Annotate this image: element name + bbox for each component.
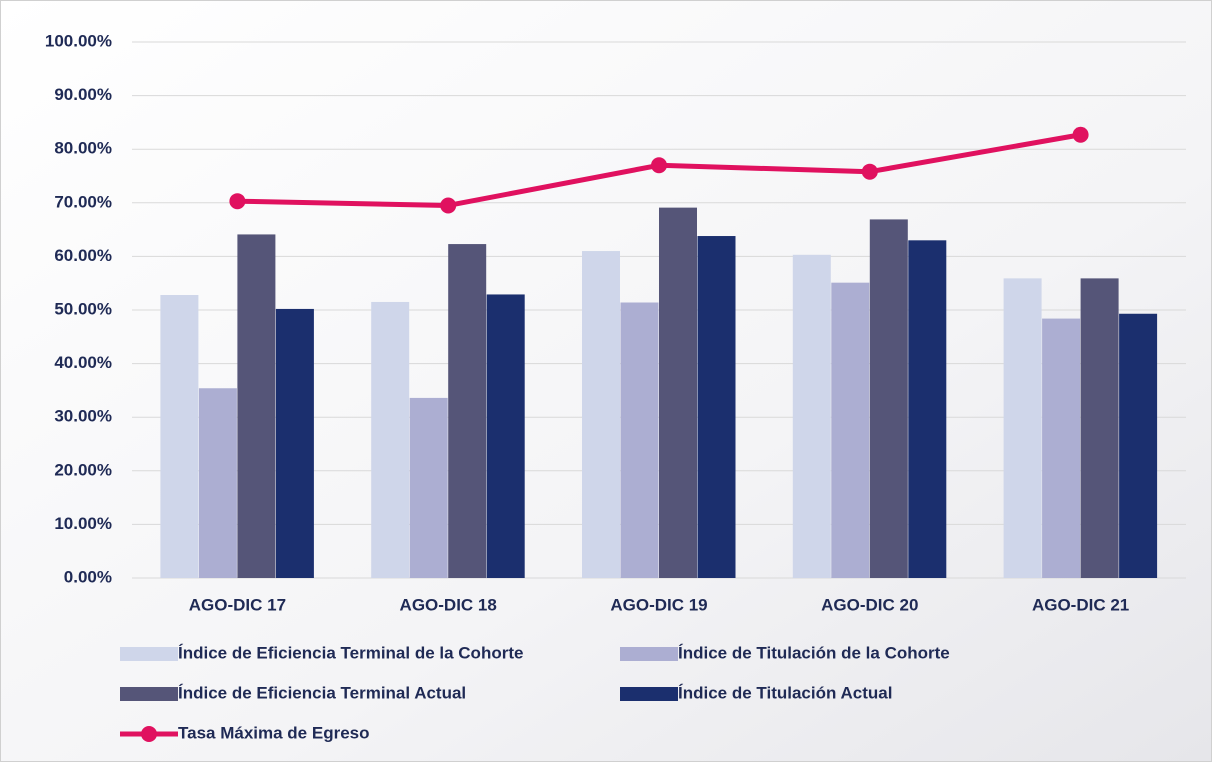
y-tick-label: 70.00% xyxy=(54,192,112,211)
x-tick-label: AGO-DIC 21 xyxy=(1032,595,1129,614)
line-marker xyxy=(229,193,245,209)
bar xyxy=(793,255,831,578)
y-tick-label: 80.00% xyxy=(54,139,112,158)
y-tick-label: 50.00% xyxy=(54,299,112,318)
bar xyxy=(1042,319,1080,578)
legend-label: Índice de Titulación Actual xyxy=(678,683,892,702)
bar xyxy=(276,309,314,578)
bar xyxy=(410,398,448,578)
x-tick-label: AGO-DIC 20 xyxy=(821,595,918,614)
line-marker xyxy=(440,197,456,213)
bar xyxy=(1119,314,1157,578)
legend-swatch xyxy=(120,647,178,661)
bar xyxy=(582,251,620,578)
y-tick-label: 0.00% xyxy=(64,567,112,586)
bar xyxy=(237,234,275,578)
y-tick-label: 10.00% xyxy=(54,514,112,533)
bar xyxy=(160,295,198,578)
y-tick-label: 40.00% xyxy=(54,353,112,372)
line-marker xyxy=(862,164,878,180)
bar xyxy=(199,388,237,578)
legend-swatch xyxy=(620,647,678,661)
bar xyxy=(621,302,659,578)
x-tick-label: AGO-DIC 18 xyxy=(400,595,497,614)
legend-label: Índice de Eficiencia Terminal de la Coho… xyxy=(178,643,523,662)
bar xyxy=(487,294,525,578)
bar xyxy=(831,283,869,578)
bar xyxy=(1004,278,1042,578)
legend-label: Índice de Eficiencia Terminal Actual xyxy=(178,683,466,702)
legend-swatch-marker xyxy=(141,726,157,742)
bar xyxy=(659,208,697,578)
y-tick-label: 20.00% xyxy=(54,460,112,479)
legend-label: Tasa Máxima de Egreso xyxy=(178,723,370,742)
chart: 0.00% 10.00% 20.00% 30.00% 40.00% 50.00% 60.00… xyxy=(0,0,1212,762)
legend-swatch xyxy=(620,687,678,701)
y-tick-label: 90.00% xyxy=(54,85,112,104)
bar xyxy=(371,302,409,578)
page: {"chart_data": {"type": "bar_line", "cat… xyxy=(0,0,1212,762)
y-tick-label: 100.00% xyxy=(45,31,112,50)
y-tick-label: 30.00% xyxy=(54,407,112,426)
legend-label: Índice de Titulación de la Cohorte xyxy=(678,643,950,662)
y-tick-label: 60.00% xyxy=(54,246,112,265)
bar xyxy=(448,244,486,578)
line-marker xyxy=(1073,127,1089,143)
bar xyxy=(1081,278,1119,578)
x-tick-label: AGO-DIC 19 xyxy=(610,595,707,614)
x-tick-label: AGO-DIC 17 xyxy=(189,595,286,614)
bar xyxy=(908,240,946,578)
legend-swatch xyxy=(120,687,178,701)
bar xyxy=(870,219,908,578)
bar xyxy=(698,236,736,578)
line-marker xyxy=(651,157,667,173)
